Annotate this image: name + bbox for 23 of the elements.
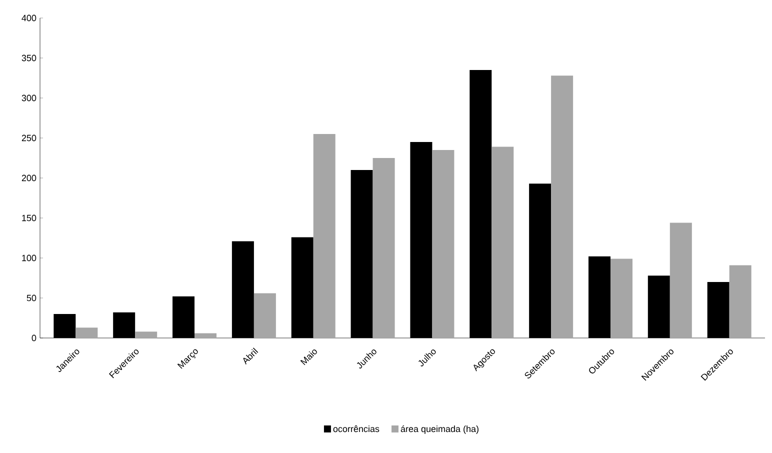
bar [670, 222, 692, 338]
bar [610, 258, 632, 338]
y-tick-label: 50 [26, 294, 36, 302]
bar [254, 293, 276, 338]
legend-label: ocorrências [333, 425, 380, 432]
y-tick-label: 400 [22, 14, 36, 22]
bar [372, 158, 395, 338]
bar [551, 76, 574, 338]
legend-label: área queimada (ha) [400, 425, 478, 434]
bar [729, 265, 752, 338]
bar [432, 150, 454, 338]
y-tick-label: 150 [22, 214, 36, 222]
bar [194, 333, 217, 338]
bar [76, 328, 98, 338]
y-tick-label: 0 [32, 334, 36, 342]
bar [492, 146, 514, 338]
y-tick-label: 350 [22, 54, 36, 62]
y-tick-label: 300 [22, 94, 36, 102]
y-tick-label: 200 [22, 174, 36, 182]
bar [135, 332, 158, 338]
y-tick-label: 100 [22, 254, 36, 262]
y-tick-label: 250 [22, 134, 36, 142]
bar [313, 134, 336, 338]
